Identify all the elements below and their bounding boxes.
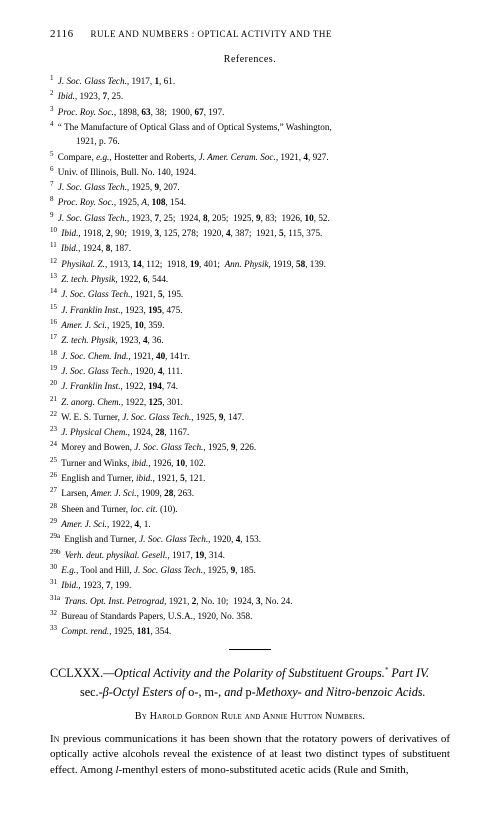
reference-item: 1 J. Soc. Glass Tech., 1917, 1, 61. bbox=[50, 73, 450, 88]
reference-item: 27 Larsen, Amer. J. Sci., 1909, 28, 263. bbox=[50, 485, 450, 500]
reference-item: 11 Ibid., 1924, 8, 187. bbox=[50, 240, 450, 255]
reference-item: 24 Morey and Bowen, J. Soc. Glass Tech.,… bbox=[50, 439, 450, 454]
reference-item: 23 J. Physical Chem., 1924, 28, 1167. bbox=[50, 424, 450, 439]
reference-item-continuation: 1921, p. 76. bbox=[50, 134, 450, 148]
reference-item: 31 Ibid., 1923, 7, 199. bbox=[50, 577, 450, 592]
reference-item: 25 Turner and Winks, ibid., 1926, 10, 10… bbox=[50, 455, 450, 470]
reference-item: 32 Bureau of Standards Papers, U.S.A., 1… bbox=[50, 608, 450, 623]
reference-item: 2 Ibid., 1923, 7, 25. bbox=[50, 88, 450, 103]
reference-item: 26 English and Turner, ibid., 1921, 5, 1… bbox=[50, 470, 450, 485]
reference-item: 10 Ibid., 1918, 2, 90; 1919, 3, 125, 278… bbox=[50, 225, 450, 240]
reference-item: 29 Amer. J. Sci., 1922, 4, 1. bbox=[50, 516, 450, 531]
reference-item: 7 J. Soc. Glass Tech., 1925, 9, 207. bbox=[50, 179, 450, 194]
reference-item: 22 W. E. S. Turner, J. Soc. Glass Tech.,… bbox=[50, 409, 450, 424]
article-authors: By Harold Gordon Rule and Annie Hutton N… bbox=[50, 711, 450, 722]
reference-item: 20 J. Franklin Inst., 1922, 194, 74. bbox=[50, 378, 450, 393]
references-heading: References. bbox=[50, 54, 450, 65]
reference-item: 14 J. Soc. Glass Tech., 1921, 5, 195. bbox=[50, 286, 450, 301]
reference-item: 8 Proc. Roy. Soc., 1925, A, 108, 154. bbox=[50, 194, 450, 209]
reference-item: 18 J. Soc. Chem. Ind., 1921, 40, 141ᴛ. bbox=[50, 348, 450, 363]
reference-item: 5 Compare, e.g., Hostetter and Roberts, … bbox=[50, 149, 450, 164]
reference-item: 30 E.g., Tool and Hill, J. Soc. Glass Te… bbox=[50, 562, 450, 577]
reference-item: 12 Physikal. Z., 1913, 14, 112; 1918, 19… bbox=[50, 256, 450, 271]
reference-item: 19 J. Soc. Glass Tech., 1920, 4, 111. bbox=[50, 363, 450, 378]
running-head: 2116 RULE AND NUMBERS : OPTICAL ACTIVITY… bbox=[50, 28, 450, 40]
page-number: 2116 bbox=[50, 28, 74, 40]
reference-item: 3 Proc. Roy. Soc., 1898, 63, 38; 1900, 6… bbox=[50, 104, 450, 119]
reference-item: 28 Sheen and Turner, loc. cit. (10). bbox=[50, 501, 450, 516]
reference-item: 29b Verh. deut. physikal. Gesell., 1917,… bbox=[50, 547, 450, 562]
reference-item: 4 “ The Manufacture of Optical Glass and… bbox=[50, 119, 450, 134]
reference-item: 9 J. Soc. Glass Tech., 1923, 7, 25; 1924… bbox=[50, 210, 450, 225]
reference-item: 6 Univ. of Illinois, Bull. No. 140, 1924… bbox=[50, 164, 450, 179]
reference-item: 16 Amer. J. Sci., 1925, 10, 359. bbox=[50, 317, 450, 332]
article-body: In previous communications it has been s… bbox=[50, 732, 450, 780]
article-title-text: —Optical Activity and the Polarity of Su… bbox=[80, 666, 429, 700]
running-head-text: RULE AND NUMBERS : OPTICAL ACTIVITY AND … bbox=[90, 29, 331, 39]
article-number: CCLXXX. bbox=[50, 666, 103, 680]
reference-item: 31a Trans. Opt. Inst. Petrograd, 1921, 2… bbox=[50, 593, 450, 608]
reference-item: 29a English and Turner, J. Soc. Glass Te… bbox=[50, 531, 450, 546]
section-divider bbox=[229, 649, 271, 650]
reference-item: 13 Z. tech. Physik, 1922, 6, 544. bbox=[50, 271, 450, 286]
reference-item: 21 Z. anorg. Chem., 1922, 125, 301. bbox=[50, 394, 450, 409]
reference-item: 33 Compt. rend., 1925, 181, 354. bbox=[50, 623, 450, 638]
article-title: CCLXXX.—Optical Activity and the Polarit… bbox=[50, 664, 450, 703]
reference-item: 15 J. Franklin Inst., 1923, 195, 475. bbox=[50, 302, 450, 317]
reference-item: 17 Z. tech. Physik, 1923, 4, 36. bbox=[50, 332, 450, 347]
page: 2116 RULE AND NUMBERS : OPTICAL ACTIVITY… bbox=[0, 0, 500, 799]
references-list: 1 J. Soc. Glass Tech., 1917, 1, 61.2 Ibi… bbox=[50, 73, 450, 639]
